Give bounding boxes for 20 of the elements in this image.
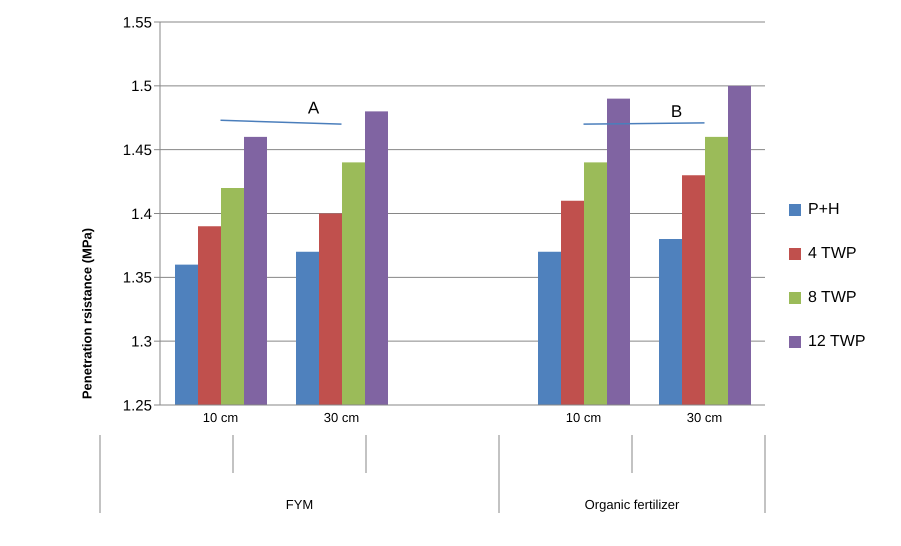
- text: FYM: [286, 497, 314, 512]
- y-tick-label: 1.35: [122, 270, 152, 287]
- y-tick-label: 1.25: [122, 397, 152, 414]
- y-tick-label: 1.55: [122, 14, 152, 32]
- legend-label: 8 TWP: [807, 288, 858, 308]
- x-tick-label: 10 cm: [202, 410, 238, 426]
- legend-label: P+H: [807, 200, 841, 220]
- y-tick-label: 1.3: [131, 333, 152, 350]
- legend-label: 4 TWP: [807, 244, 858, 264]
- series-label: A: [308, 98, 320, 118]
- y-tick-label: 1.4: [131, 206, 152, 223]
- y-axis-title: Penetration rsistance (MPa): [80, 228, 95, 400]
- text: Organic fertilizer: [584, 497, 680, 512]
- series-label: B: [670, 102, 682, 122]
- y-tick-label: 1.5: [131, 78, 152, 96]
- x-tick-label: 30 cm: [686, 410, 722, 426]
- x-tick-label: 30 cm: [324, 410, 360, 426]
- x-tick-label: 10 cm: [566, 410, 602, 426]
- legend-label: 12 TWP: [807, 332, 866, 352]
- y-tick-label: 1.45: [122, 142, 152, 159]
